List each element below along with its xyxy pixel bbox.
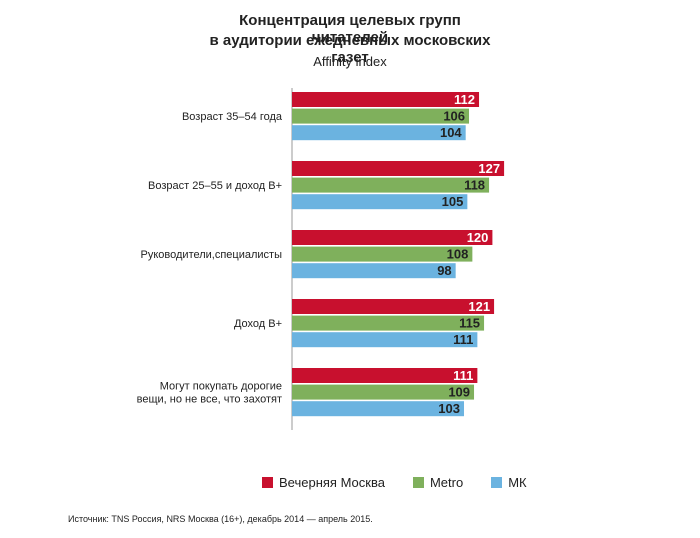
bar xyxy=(292,161,505,176)
data-label: 112 xyxy=(454,92,475,107)
bar xyxy=(292,92,480,107)
bar xyxy=(292,332,478,348)
bar xyxy=(292,246,473,262)
category-label: Возраст 25–55 и доход В+ xyxy=(148,180,282,192)
legend-swatch-vechernyaya-moskva xyxy=(262,477,273,488)
legend-swatch-mk xyxy=(491,477,503,488)
data-label: 104 xyxy=(440,125,462,140)
legend-label-vechernyaya-moskva: Вечерняя Москва xyxy=(279,475,385,490)
bar xyxy=(292,125,466,141)
data-label: 111 xyxy=(453,368,473,383)
bar xyxy=(292,108,470,124)
legend-label-metro: Metro xyxy=(429,475,464,490)
category-label: Руководители,специалисты xyxy=(141,249,283,261)
category-label: Доход В+ xyxy=(234,318,282,330)
data-label: 108 xyxy=(447,247,469,262)
data-label: 103 xyxy=(438,401,460,416)
data-label: 109 xyxy=(448,385,470,400)
data-label: 120 xyxy=(467,230,489,245)
bar xyxy=(292,299,495,314)
data-label: 106 xyxy=(443,109,465,124)
category-label: вещи, но не все, что захотят xyxy=(137,394,282,406)
data-label: 118 xyxy=(464,178,485,193)
legend-item-mk: МК xyxy=(491,475,527,490)
bar xyxy=(292,177,490,193)
data-label: 121 xyxy=(468,299,490,314)
bar xyxy=(292,263,456,279)
bar xyxy=(292,384,475,400)
chart-title-line-2: в аудитории ежедневных московских газет xyxy=(209,32,491,66)
legend-swatch-metro xyxy=(412,477,424,488)
bar xyxy=(292,194,468,210)
data-label: 115 xyxy=(459,316,480,331)
data-label: 98 xyxy=(437,263,451,278)
chart-subtitle: Affinity index xyxy=(313,54,387,69)
category-label: Могут покупать дорогие xyxy=(160,381,282,393)
data-label: 105 xyxy=(442,194,464,209)
bar xyxy=(292,315,485,331)
source-note: Источник: TNS Россия, NRS Москва (16+), … xyxy=(68,514,373,524)
data-label: 127 xyxy=(478,161,500,176)
legend-label-mk: МК xyxy=(508,475,527,490)
legend-item-vechernyaya-moskva: Вечерняя Москва xyxy=(262,475,385,490)
legend-item-metro: Metro xyxy=(412,475,464,490)
bar xyxy=(292,368,478,383)
chart-title-line-1: Концентрация целевых групп читателей xyxy=(239,12,461,46)
category-label: Возраст 35–54 года xyxy=(182,111,283,123)
legend: Вечерняя Москва Metro МК xyxy=(262,475,527,490)
data-label: 111 xyxy=(453,332,473,347)
bar xyxy=(292,401,465,417)
bar xyxy=(292,230,493,245)
